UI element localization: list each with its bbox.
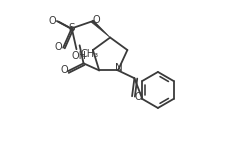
Text: CH₃: CH₃ [80, 49, 99, 59]
Text: O: O [48, 16, 56, 26]
Text: N: N [115, 63, 123, 73]
Text: O: O [92, 15, 100, 25]
Text: O: O [134, 92, 142, 102]
Text: O: O [61, 65, 68, 75]
Text: O: O [55, 42, 62, 52]
Polygon shape [91, 20, 110, 37]
Text: S: S [68, 23, 75, 33]
Text: OH: OH [71, 51, 86, 61]
